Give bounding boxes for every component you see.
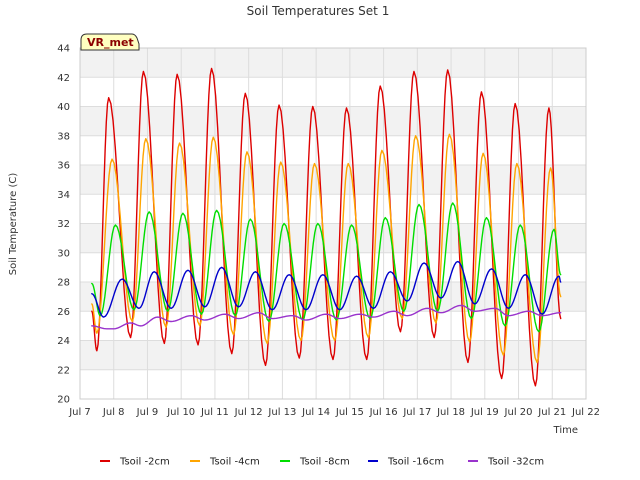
x-tick-label: Jul 8 — [102, 407, 125, 418]
legend-item: Tsoil -16cm — [368, 457, 444, 468]
x-tick-label: Jul 21 — [537, 407, 566, 418]
x-tick-label: Jul 15 — [335, 407, 364, 418]
x-axis-title: Time — [553, 425, 578, 436]
y-tick-label: 20 — [57, 395, 70, 406]
legend-label: Tsoil -16cm — [387, 457, 444, 468]
y-tick-label: 26 — [57, 307, 70, 318]
x-tick-label: Jul 20 — [504, 407, 533, 418]
legend: Tsoil -2cm Tsoil -4cm Tsoil -8cm Tsoil -16c… — [100, 457, 544, 468]
plot-band — [80, 340, 586, 370]
x-tick-label: Jul 9 — [136, 407, 159, 418]
legend-item: Tsoil -8cm — [280, 457, 350, 468]
plot-band — [80, 165, 586, 195]
plot-band — [80, 48, 586, 78]
y-tick-label: 40 — [57, 102, 70, 113]
series-lines — [91, 67, 562, 387]
plot-bands — [80, 48, 586, 370]
legend-item: Tsoil -4cm — [190, 457, 260, 468]
y-tick-label: 32 — [57, 219, 70, 230]
y-tick-label: 36 — [57, 161, 70, 172]
x-tick-label: Jul 18 — [436, 407, 465, 418]
y-tick-label: 28 — [57, 278, 70, 289]
legend-item: Tsoil -32cm — [468, 457, 544, 468]
x-tick-label: Jul 17 — [402, 407, 431, 418]
x-tick-label: Jul 14 — [301, 407, 330, 418]
badge-label: VR_met — [87, 36, 134, 49]
legend-item: Tsoil -2cm — [100, 457, 170, 468]
series-line-3 — [91, 260, 562, 318]
x-tick-labels: Jul 7 Jul 8 Jul 9 Jul 10 Jul 11 Jul 12 Jul 13 J… — [68, 407, 600, 418]
y-tick-labels: 20 22 24 26 28 30 32 34 36 38 40 42 44 — [57, 44, 70, 406]
plot-band — [80, 106, 586, 136]
plot-frame — [79, 47, 587, 400]
y-tick-label: 42 — [57, 73, 70, 84]
y-tick-label: 30 — [57, 248, 70, 259]
y-tick-label: 24 — [57, 336, 70, 347]
series-line-2 — [91, 202, 562, 333]
y-tick-label: 34 — [57, 190, 70, 201]
legend-label: Tsoil -32cm — [487, 457, 544, 468]
chart-title: Soil Temperatures Set 1 — [247, 4, 390, 18]
x-tick-label: Jul 16 — [369, 407, 398, 418]
y-tick-label: 44 — [57, 44, 70, 55]
series-line-4 — [91, 304, 562, 330]
badge-shape — [80, 33, 140, 51]
x-tick-label: Jul 10 — [166, 407, 195, 418]
x-tick-label: Jul 13 — [267, 407, 296, 418]
legend-label: Tsoil -8cm — [299, 457, 350, 468]
plot-band — [80, 223, 586, 253]
x-tick-label: Jul 7 — [68, 407, 91, 418]
y-tick-label: 38 — [57, 131, 70, 142]
x-tick-label: Jul 12 — [234, 407, 263, 418]
x-tick-label: Jul 22 — [571, 407, 600, 418]
legend-label: Tsoil -4cm — [209, 457, 260, 468]
y-axis-title: Soil Temperature (C) — [8, 173, 19, 276]
station-badge: VR_met — [80, 33, 140, 51]
x-tick-label: Jul 19 — [470, 407, 499, 418]
y-tick-label: 22 — [57, 365, 70, 376]
legend-label: Tsoil -2cm — [119, 457, 170, 468]
x-tick-label: Jul 11 — [200, 407, 229, 418]
